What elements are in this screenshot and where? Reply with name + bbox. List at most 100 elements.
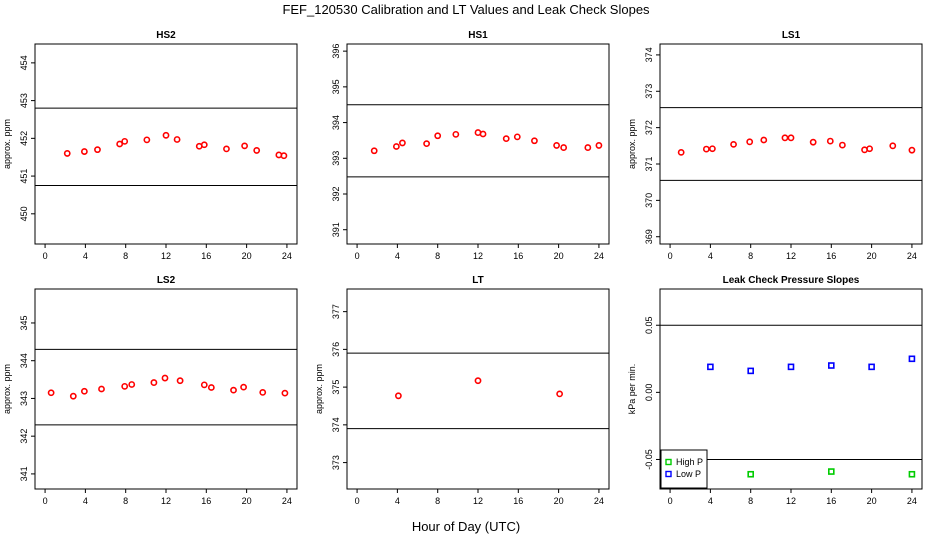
panel-title: HS2 <box>156 30 176 41</box>
data-point <box>392 143 400 150</box>
y-tick-label: 373 <box>331 455 341 470</box>
y-axis-label: approx. ppm <box>314 364 324 414</box>
y-tick-label: 345 <box>19 315 29 330</box>
x-tick-label: 8 <box>123 251 128 261</box>
data-point <box>595 142 603 149</box>
y-tick-label: 391 <box>331 222 341 237</box>
y-tick-label: 375 <box>331 380 341 395</box>
data-point <box>502 135 510 143</box>
panel-leak-check-pressure-slopes: Leak Check Pressure Slopes kPa per min. 0 4… <box>627 275 923 506</box>
panel-title: Leak Check Pressure Slopes <box>723 275 860 286</box>
panel-hs2: HS2 approx. ppm 0 4 8 12 16 20 24 450 451 452 453 454 <box>2 30 298 261</box>
x-tick-label: 20 <box>867 251 877 261</box>
x-tick-label: 12 <box>786 251 796 261</box>
data-point <box>121 382 129 390</box>
data-point <box>760 136 768 144</box>
data-point <box>143 136 151 144</box>
y-tick-label: 396 <box>331 44 341 59</box>
legend-label-high-p: High P <box>676 457 703 467</box>
point-low-p <box>747 367 754 375</box>
x-tick-label: 12 <box>473 251 483 261</box>
data-point <box>513 133 521 141</box>
y-tick-label: 0.00 <box>644 384 654 402</box>
data-point <box>280 152 288 160</box>
y-tick-label: 392 <box>331 186 341 201</box>
data-point <box>80 148 88 155</box>
plot-frame <box>34 288 298 490</box>
y-tick-label: 372 <box>644 120 654 135</box>
point-low-p <box>787 363 795 371</box>
x-tick-label: 8 <box>748 251 753 261</box>
data-point <box>281 389 289 397</box>
data-point <box>162 131 170 139</box>
data-point <box>730 140 737 148</box>
data-point <box>838 141 846 149</box>
panel-lt: LT approx. ppm 0 4 8 12 16 20 24 373 374 375 376 377 <box>314 275 610 506</box>
x-tick-label: 24 <box>907 496 917 506</box>
data-point <box>479 130 487 138</box>
x-tick-label: 20 <box>554 251 564 261</box>
y-tick-label: 377 <box>331 304 341 319</box>
data-point <box>434 132 442 140</box>
data-point <box>702 145 710 153</box>
data-point <box>176 377 184 385</box>
y-tick-label: 374 <box>331 417 341 432</box>
x-tick-label: 8 <box>435 496 440 506</box>
data-point <box>889 142 897 150</box>
data-point <box>474 377 482 385</box>
x-tick-label: 0 <box>355 496 360 506</box>
x-tick-label: 4 <box>708 251 713 261</box>
x-tick-label: 20 <box>242 251 252 261</box>
y-tick-label: 341 <box>19 466 29 481</box>
data-point <box>161 374 169 382</box>
x-tick-label: 12 <box>161 496 171 506</box>
data-point <box>531 137 538 145</box>
x-tick-label: 0 <box>668 251 673 261</box>
data-point <box>452 130 460 138</box>
x-tick-label: 20 <box>554 496 564 506</box>
x-tick-label: 24 <box>282 496 292 506</box>
data-point <box>908 146 916 154</box>
data-point <box>240 383 247 391</box>
x-tick-label: 4 <box>83 251 88 261</box>
panel-title: LS1 <box>782 30 801 41</box>
x-tick-label: 8 <box>748 496 753 506</box>
y-tick-label: 394 <box>331 115 341 130</box>
panel-ls1: LS1 approx. ppm 0 4 8 12 16 20 24 369 370 371 372 373… <box>627 30 923 261</box>
data-point <box>200 141 208 149</box>
x-axis-label: Hour of Day (UTC) <box>412 519 520 534</box>
data-point <box>370 147 378 155</box>
y-tick-label: 370 <box>644 193 654 208</box>
x-tick-label: 12 <box>786 496 796 506</box>
y-tick-label: 342 <box>19 429 29 444</box>
x-tick-label: 24 <box>282 251 292 261</box>
data-point <box>556 390 564 398</box>
data-point <box>259 388 267 396</box>
x-tick-label: 16 <box>513 496 523 506</box>
y-axis-label: approx. ppm <box>627 119 637 169</box>
data-point <box>80 387 88 395</box>
data-point <box>173 136 181 143</box>
y-tick-label: 452 <box>19 131 29 146</box>
data-point <box>253 147 261 154</box>
panel-title: LS2 <box>157 275 176 286</box>
x-tick-label: 24 <box>594 496 604 506</box>
x-tick-label: 4 <box>395 496 400 506</box>
y-tick-label: -0.05 <box>644 449 654 470</box>
data-point <box>584 144 592 151</box>
data-point <box>809 138 817 146</box>
x-tick-label: 0 <box>668 496 673 506</box>
x-tick-label: 12 <box>473 496 483 506</box>
data-point <box>47 389 55 397</box>
y-tick-label: 395 <box>331 79 341 94</box>
legend-box <box>660 449 708 489</box>
data-point <box>826 137 834 145</box>
data-point <box>121 137 129 145</box>
legend: High P Low P <box>660 449 708 489</box>
data-point <box>116 140 124 148</box>
y-tick-label: 343 <box>19 391 29 406</box>
point-low-p <box>868 363 875 371</box>
x-tick-label: 0 <box>43 496 48 506</box>
data-point <box>553 142 560 149</box>
data-point <box>128 381 136 388</box>
